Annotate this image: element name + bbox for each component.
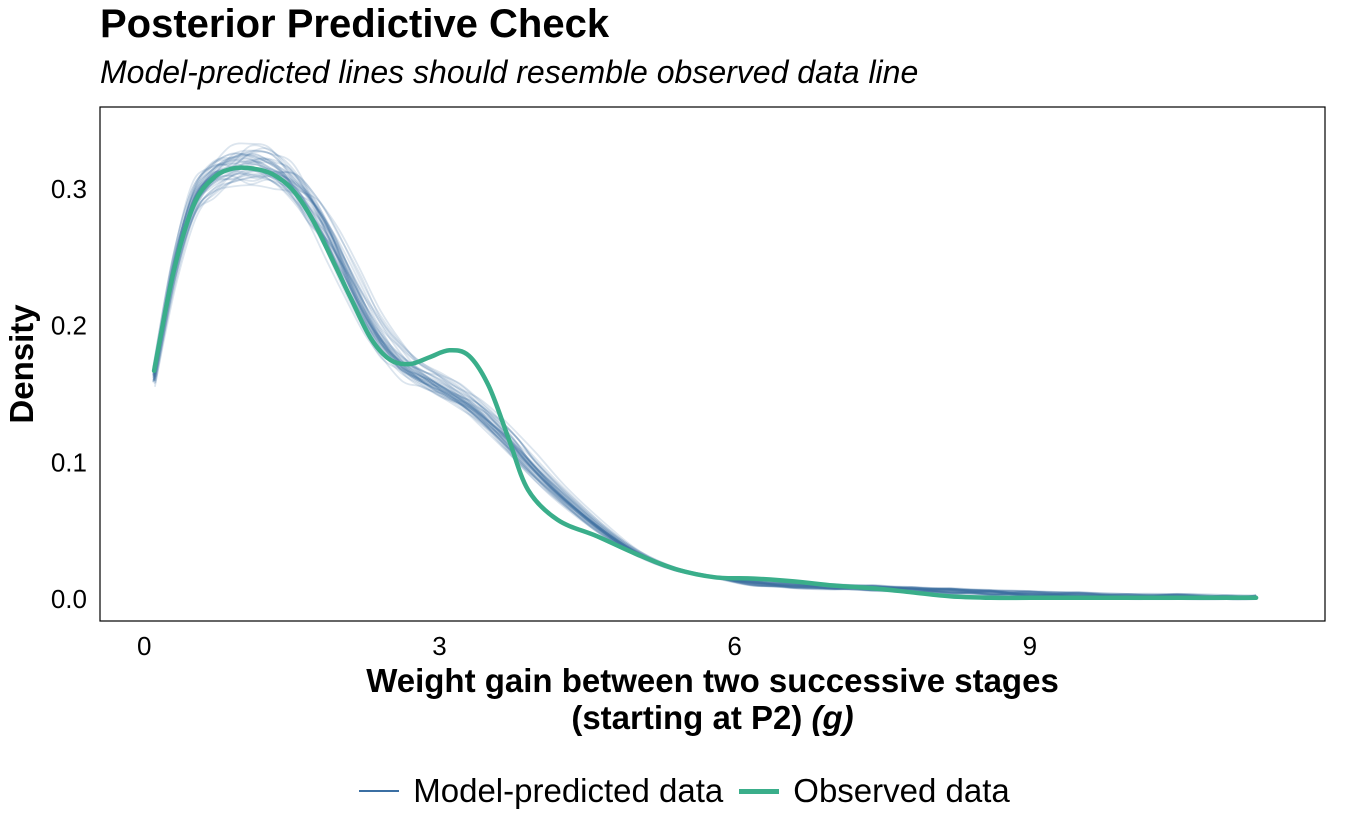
y-axis-ticks: 0.0 0.1 0.2 0.3	[51, 174, 87, 614]
chart-title: Posterior Predictive Check	[100, 2, 610, 46]
predicted-line	[153, 169, 1257, 600]
x-axis-label: Weight gain between two successive stage…	[100, 662, 1325, 736]
y-tick-label: 0.1	[51, 447, 87, 477]
predicted-line	[151, 155, 1257, 601]
x-axis-label-text: (starting at P2)	[571, 699, 812, 736]
y-tick-label: 0.0	[51, 584, 87, 614]
observed-line-group	[151, 165, 1259, 601]
legend-item-observed: Observed data	[739, 772, 1010, 810]
predicted-line	[152, 144, 1257, 601]
predicted-line	[154, 170, 1257, 601]
x-tick-label: 3	[432, 631, 446, 661]
predicted-line	[152, 169, 1257, 599]
y-tick-label: 0.2	[51, 311, 87, 341]
legend-item-predicted: Model-predicted data	[359, 772, 723, 810]
predicted-line	[152, 152, 1257, 601]
predicted-line	[152, 142, 1257, 600]
y-tick-label: 0.3	[51, 174, 87, 204]
x-axis-label-unit: (g)	[811, 699, 854, 736]
legend-label-observed: Observed data	[793, 772, 1010, 809]
predicted-lines	[151, 142, 1257, 601]
predicted-line	[152, 147, 1257, 601]
predicted-line	[154, 163, 1257, 599]
x-axis-ticks: 0 3 6 9	[137, 631, 1037, 661]
x-axis-label-line1: Weight gain between two successive stage…	[366, 662, 1059, 699]
chart-subtitle: Model-predicted lines should resemble ob…	[100, 54, 919, 90]
x-tick-label: 0	[137, 631, 151, 661]
predicted-line	[152, 174, 1257, 600]
legend: Model-predicted data Observed data	[0, 772, 1369, 810]
predicted-line	[154, 160, 1257, 601]
legend-swatch-predicted	[359, 790, 400, 792]
predicted-line	[154, 170, 1257, 601]
legend-swatch-observed	[739, 788, 780, 794]
predicted-line	[151, 152, 1257, 599]
predicted-line	[153, 165, 1257, 600]
predicted-line	[152, 149, 1257, 600]
predicted-line	[154, 172, 1257, 601]
x-tick-label: 9	[1023, 631, 1037, 661]
x-tick-label: 6	[727, 631, 741, 661]
predicted-line	[152, 157, 1257, 597]
predicted-line	[152, 161, 1257, 600]
legend-label-predicted: Model-predicted data	[413, 772, 724, 809]
x-axis-label-line2: (starting at P2) (g)	[100, 699, 1325, 736]
y-axis-label: Density	[3, 304, 40, 424]
predicted-line	[153, 175, 1257, 600]
observed-line	[151, 165, 1259, 601]
predicted-line	[152, 157, 1257, 601]
predicted-line	[153, 184, 1257, 600]
plot-frame	[99, 106, 1326, 622]
predicted-line	[154, 153, 1257, 601]
